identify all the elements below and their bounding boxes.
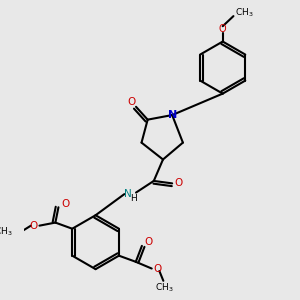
Text: O: O xyxy=(145,237,153,247)
Text: CH$_3$: CH$_3$ xyxy=(235,7,254,19)
Text: O: O xyxy=(153,263,161,274)
Text: H: H xyxy=(130,194,137,202)
Text: O: O xyxy=(127,97,135,106)
Text: O: O xyxy=(61,199,69,208)
Text: N: N xyxy=(124,189,131,199)
Text: O: O xyxy=(219,24,226,34)
Text: O: O xyxy=(175,178,183,188)
Text: O: O xyxy=(30,221,38,231)
Text: CH$_3$: CH$_3$ xyxy=(155,281,173,294)
Text: N: N xyxy=(167,110,177,120)
Text: CH$_3$: CH$_3$ xyxy=(0,225,13,238)
